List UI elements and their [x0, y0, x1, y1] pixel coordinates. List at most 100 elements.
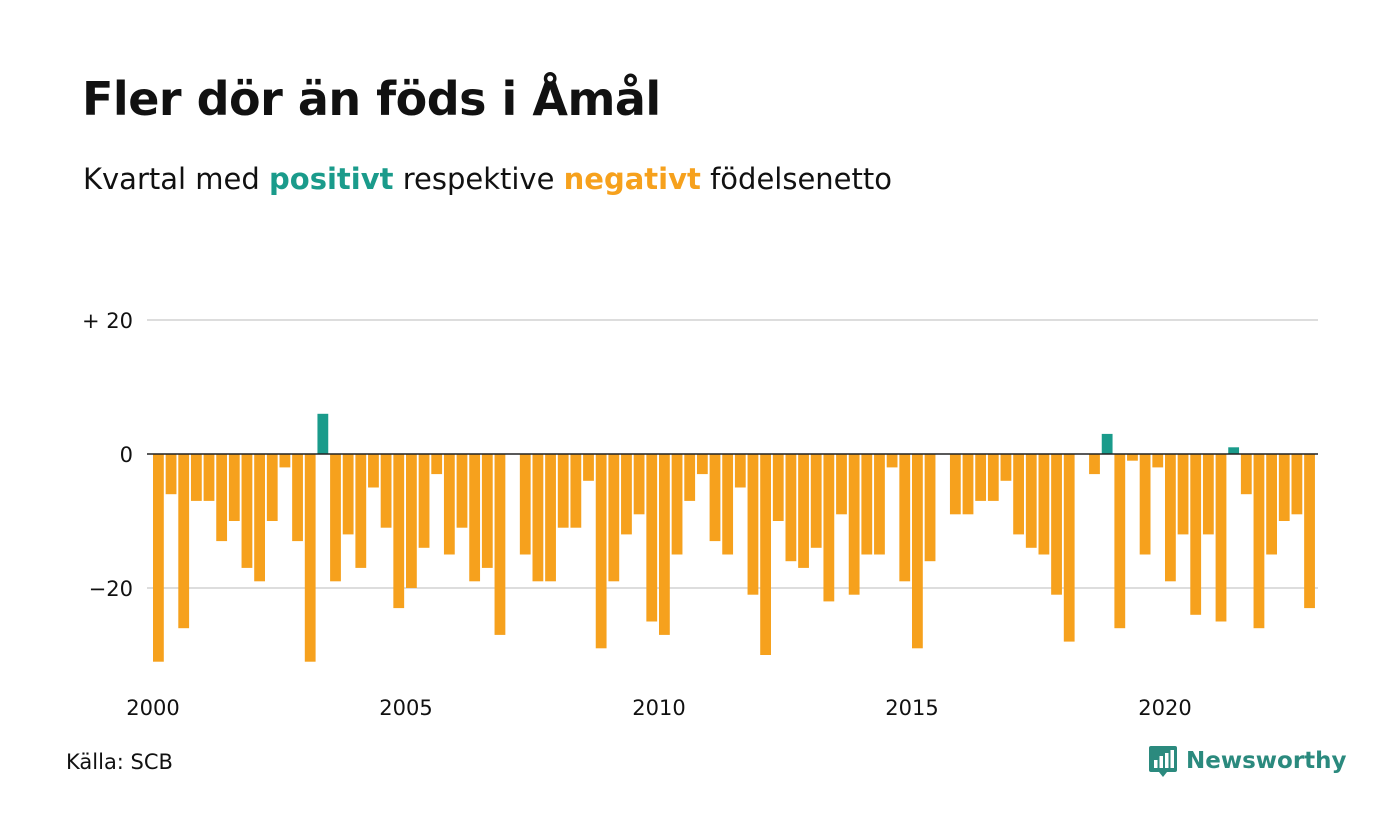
x-tick-label: 2010	[632, 696, 685, 720]
subtitle-negative: negativt	[563, 162, 701, 196]
bar	[962, 454, 974, 515]
bar	[709, 454, 721, 542]
bar	[1013, 454, 1024, 535]
bar	[203, 454, 215, 501]
newsworthy-logo-icon	[1149, 746, 1177, 777]
bar	[317, 413, 329, 454]
subtitle-middle: respektive	[393, 162, 564, 196]
bar	[1253, 454, 1265, 629]
bar	[659, 454, 670, 635]
bar	[1051, 454, 1062, 595]
bar	[190, 454, 202, 501]
bar	[216, 454, 228, 542]
chart-subtitle: Kvartal med positivt respektive negativt…	[83, 162, 892, 196]
bar	[406, 454, 417, 588]
newsworthy-logo-text: Newsworthy	[1186, 748, 1347, 774]
bar	[785, 454, 797, 562]
bar	[481, 454, 493, 568]
bar	[1152, 454, 1164, 468]
bar	[1089, 454, 1100, 475]
bar	[1127, 454, 1138, 461]
bar	[608, 454, 620, 582]
bar	[304, 454, 316, 662]
bar	[722, 454, 734, 555]
bar	[254, 454, 265, 582]
bar	[823, 454, 835, 602]
bar	[165, 454, 177, 495]
bar	[241, 454, 253, 568]
bar	[924, 454, 936, 562]
bar	[418, 454, 430, 548]
bar	[747, 454, 759, 595]
bar	[696, 454, 708, 475]
bar	[633, 454, 645, 515]
y-tick-label: −20	[89, 577, 133, 601]
chart-title: Fler dör än föds i Åmål	[82, 72, 661, 126]
y-tick-label: 0	[120, 443, 133, 467]
bar	[1114, 454, 1126, 629]
bar	[443, 454, 455, 555]
subtitle-positive: positivt	[269, 162, 394, 196]
bar	[949, 454, 961, 515]
bar	[266, 454, 278, 521]
bar-chart: + 20 0 −20 2000 2005 2010 2015 2020	[82, 309, 1318, 720]
bar	[431, 454, 443, 475]
source-note: Källa: SCB	[66, 750, 173, 774]
bar	[836, 454, 847, 515]
bar	[1278, 454, 1290, 521]
bar	[671, 454, 683, 555]
bar	[848, 454, 860, 595]
bar	[912, 454, 923, 649]
bar	[886, 454, 898, 468]
bar	[292, 454, 303, 542]
bar	[621, 454, 632, 535]
x-tick-label: 2020	[1138, 696, 1191, 720]
bar	[1038, 454, 1050, 555]
bar	[1266, 454, 1277, 555]
newsworthy-logo: Newsworthy	[1148, 744, 1347, 778]
bar	[519, 454, 531, 555]
bar	[861, 454, 873, 555]
bar	[1190, 454, 1202, 615]
y-tick-label: + 20	[82, 309, 133, 333]
bar	[532, 454, 544, 582]
bar	[1215, 454, 1227, 622]
bar	[1101, 433, 1113, 454]
bar	[583, 454, 594, 481]
bar	[595, 454, 607, 649]
bar	[545, 454, 556, 582]
bar	[798, 454, 809, 568]
subtitle-after: födelsenetto	[700, 162, 892, 196]
bar	[1228, 447, 1240, 454]
bar	[1177, 454, 1189, 535]
bar	[975, 454, 987, 501]
bar	[1063, 454, 1075, 642]
bar	[1202, 454, 1214, 535]
bar	[456, 454, 468, 528]
bar	[772, 454, 784, 521]
x-tick-label: 2015	[885, 696, 938, 720]
bar	[153, 454, 164, 662]
x-tick-label: 2005	[379, 696, 432, 720]
bar	[760, 454, 771, 655]
bar	[1000, 454, 1012, 481]
bar	[228, 454, 240, 521]
bar	[279, 454, 291, 468]
bar	[1025, 454, 1037, 548]
bar	[1165, 454, 1176, 582]
bar	[469, 454, 481, 582]
bar	[368, 454, 379, 488]
bar	[646, 454, 658, 622]
bar	[899, 454, 911, 582]
bar	[355, 454, 367, 568]
bar	[570, 454, 582, 528]
bar	[330, 454, 341, 582]
bar	[1240, 454, 1252, 495]
bar	[393, 454, 405, 609]
bar	[342, 454, 354, 535]
bar	[557, 454, 569, 528]
bar	[380, 454, 392, 528]
bar	[178, 454, 190, 629]
bar	[1291, 454, 1303, 515]
subtitle-before: Kvartal med	[83, 162, 270, 196]
